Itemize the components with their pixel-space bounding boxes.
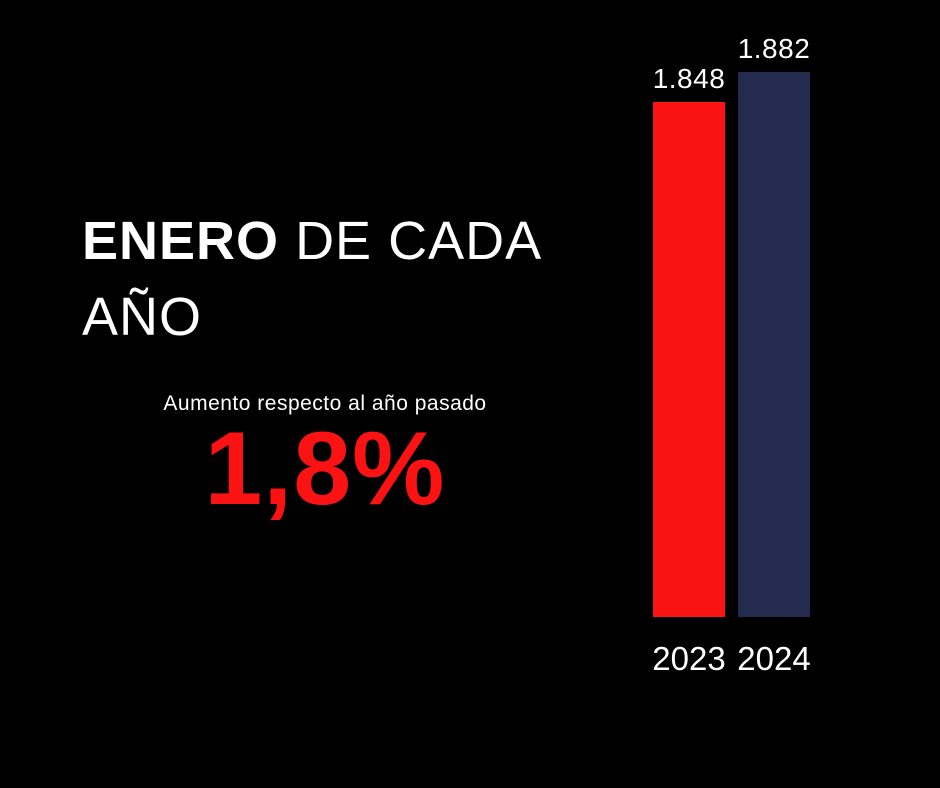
highlight-block: Aumento respecto al año pasado 1,8% — [120, 391, 530, 525]
title-bold-word: ENERO — [82, 211, 280, 271]
title-line-2: AÑO — [82, 287, 203, 347]
bar-column-2024: 1.882 — [729, 0, 819, 617]
bar-column-2023: 1.848 — [644, 0, 734, 617]
x-axis-label-2024: 2024 — [737, 640, 811, 677]
highlight-value: 1,8% — [204, 411, 446, 527]
bar-value-label-2023: 1.848 — [652, 63, 726, 94]
page-title: ENERO DE CADA AÑO — [82, 203, 542, 355]
bar-value-label-2024: 1.882 — [737, 33, 811, 64]
title-line-1: ENERO DE CADA — [82, 203, 542, 279]
highlight-label: Aumento respecto al año pasado — [163, 392, 487, 415]
title-rest-line1: DE CADA — [295, 211, 543, 271]
bar-2024 — [738, 72, 810, 617]
bar-2023 — [653, 102, 725, 617]
x-axis-label-2023: 2023 — [652, 640, 726, 677]
